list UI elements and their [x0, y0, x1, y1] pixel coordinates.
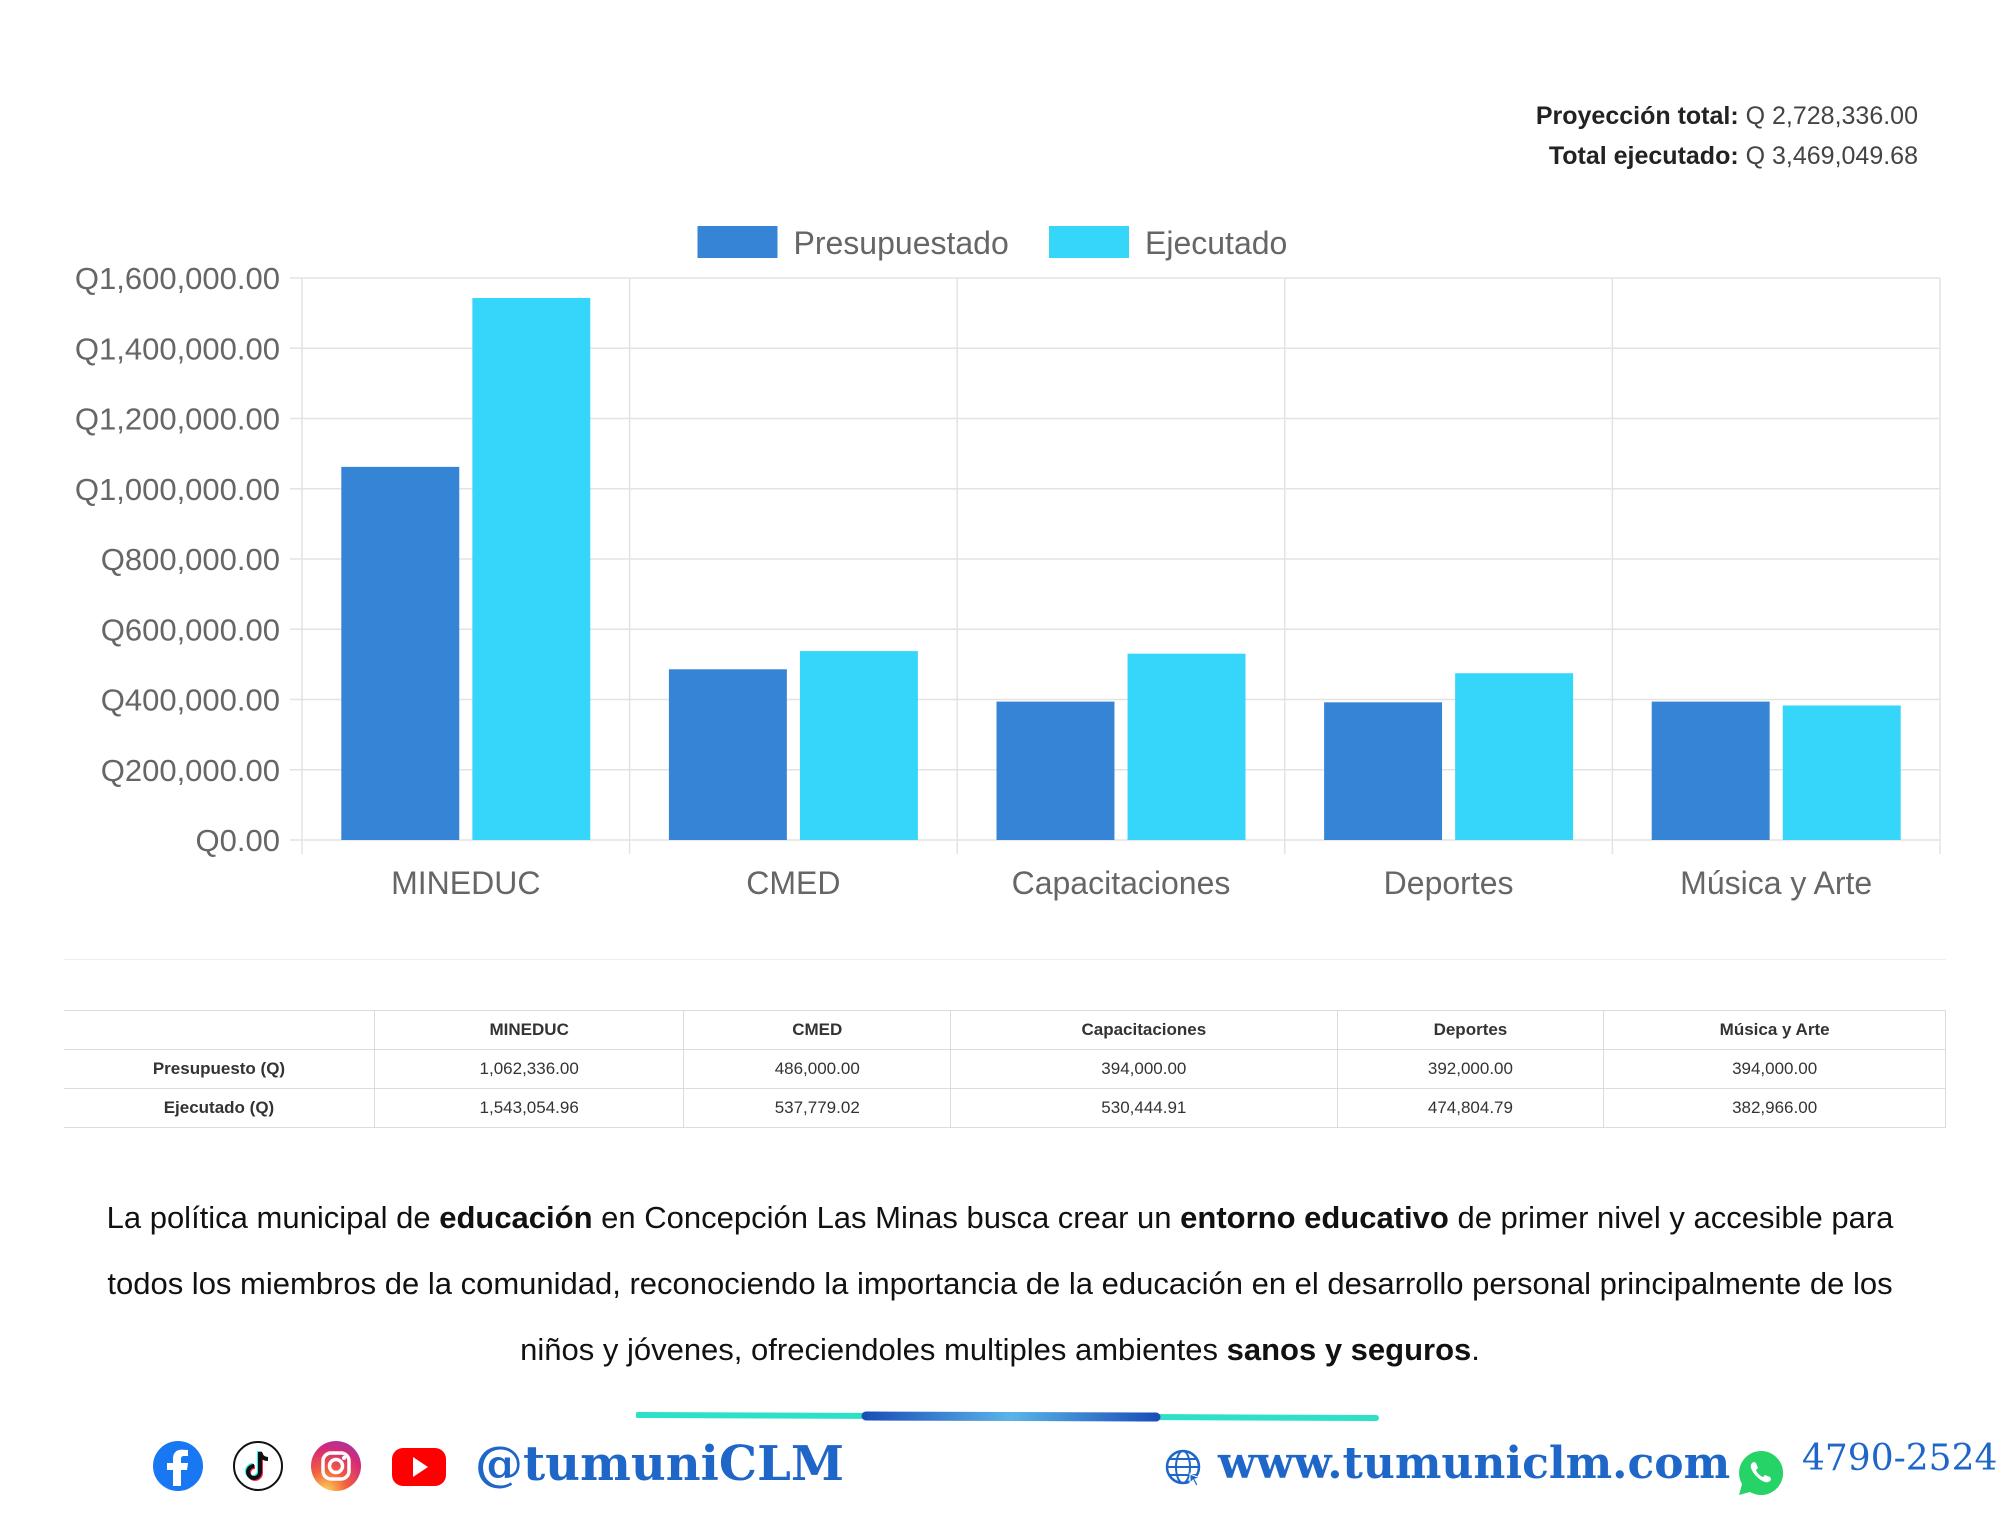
y-tick-label: Q1,200,000.00 [75, 402, 280, 437]
table-header-cell [64, 1010, 375, 1050]
policy-paragraph: La política municipal de educación en Co… [106, 1200, 1894, 1367]
instagram-icon[interactable] [310, 1440, 362, 1492]
bar-chart: Q0.00 Q200,000.00 Q400,000.00 Q600,000.00 Q8… [75, 225, 1941, 901]
decorative-divider [636, 1411, 1379, 1422]
table-cell: 382,966.00 [1603, 1088, 1946, 1128]
x-tick-label: Música y Arte [1680, 865, 1872, 901]
x-tick-label: CMED [746, 865, 840, 901]
whatsapp-icon[interactable] [1736, 1448, 1786, 1498]
x-tick-label: Capacitaciones [1012, 865, 1231, 901]
table-cell: 486,000.00 [683, 1049, 952, 1089]
tiktok-icon[interactable] [232, 1440, 284, 1492]
globe-icon [1165, 1449, 1202, 1487]
total-ejecutado: Total ejecutado: Q 3,469,049.68 [1548, 142, 1918, 170]
bar-ejecutado [799, 651, 918, 840]
y-tick-label: Q0.00 [196, 823, 280, 858]
legend-label: Ejecutado [1145, 225, 1287, 261]
y-tick-label: Q400,000.00 [101, 683, 280, 718]
y-tick-label: Q200,000.00 [101, 753, 280, 788]
x-tick-label: Deportes [1384, 865, 1514, 901]
x-tick-label: MINEDUC [391, 865, 540, 901]
bar-presupuestado [1651, 701, 1770, 840]
table-cell: 530,444.91 [950, 1088, 1338, 1128]
data-table: MINEDUC CMED Capacitaciones Deportes Mús… [64, 1010, 1946, 1128]
table-cell: 392,000.00 [1336, 1049, 1605, 1089]
bar-ejecutado [472, 298, 591, 840]
legend-swatch [1049, 226, 1129, 258]
bar-presupuestado [668, 669, 787, 840]
bar-presupuestado [996, 701, 1115, 840]
legend-swatch [697, 226, 778, 258]
bar-ejecutado [1455, 673, 1574, 840]
table-cell: 474,804.79 [1336, 1088, 1605, 1128]
table-cell: 1,062,336.00 [373, 1049, 685, 1089]
table-cell: 537,779.02 [683, 1088, 952, 1128]
divider [64, 959, 1946, 960]
totals-summary: Proyección total: Q 2,728,336.00 Total e… [1536, 96, 1918, 176]
bar-presupuestado [1324, 702, 1443, 840]
row-label: Ejecutado (Q) [64, 1088, 375, 1128]
y-tick-label: Q600,000.00 [101, 612, 280, 647]
y-tick-label: Q1,000,000.00 [75, 472, 280, 507]
bar-ejecutado [1127, 653, 1246, 840]
y-tick-label: Q1,400,000.00 [75, 331, 280, 366]
table-cell: 1,543,054.96 [373, 1088, 685, 1128]
footer: @tumuniCLM www.tumuniclm.com 4790-2524 [0, 1436, 2000, 1500]
bar-ejecutado [1782, 705, 1901, 840]
social-handle[interactable]: @tumuniCLM [475, 1436, 844, 1492]
table-cell: 394,000.00 [950, 1049, 1338, 1089]
table-header-row: MINEDUC CMED Capacitaciones Deportes Mús… [64, 1010, 1946, 1050]
website-link[interactable]: www.tumuniclm.com [1218, 1438, 1731, 1489]
table-header-cell: MINEDUC [373, 1010, 685, 1050]
table-header-cell: CMED [683, 1010, 952, 1050]
y-tick-label: Q1,600,000.00 [75, 261, 280, 296]
proyeccion-total: Proyección total: Q 2,728,336.00 [1535, 102, 1918, 130]
table-header-cell: Capacitaciones [950, 1010, 1338, 1050]
legend-label: Presupuestado [794, 225, 1009, 261]
table-row: Presupuesto (Q) 1,062,336.00 486,000.00 … [64, 1049, 1946, 1089]
table-header-cell: Música y Arte [1603, 1010, 1946, 1050]
facebook-icon[interactable] [152, 1440, 204, 1492]
table-row: Ejecutado (Q) 1,543,054.96 537,779.02 53… [64, 1088, 1946, 1128]
youtube-icon[interactable] [390, 1440, 448, 1492]
row-label: Presupuesto (Q) [64, 1049, 375, 1089]
table-cell: 394,000.00 [1603, 1049, 1946, 1089]
table-header-cell: Deportes [1336, 1010, 1605, 1050]
y-tick-label: Q800,000.00 [101, 542, 280, 577]
phone-number[interactable]: 4790-2524 [1802, 1438, 1998, 1479]
bar-presupuestado [341, 466, 460, 840]
